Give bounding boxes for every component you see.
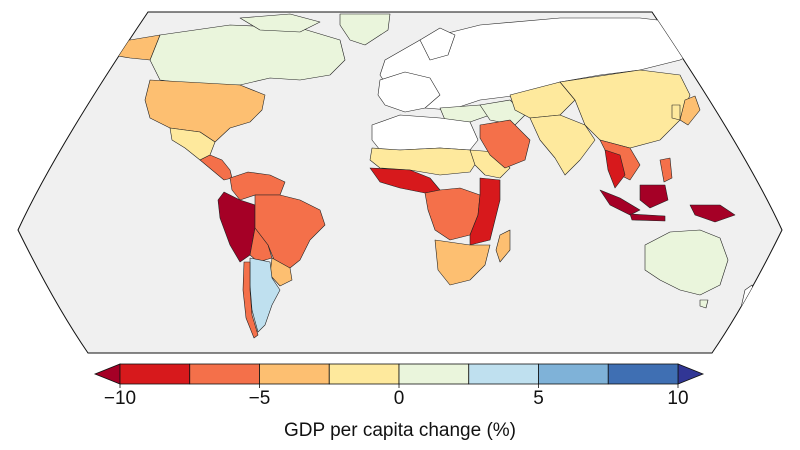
region-indonesia-borneo [639, 184, 669, 209]
region-canada-islands [239, 13, 321, 33]
region-usa [144, 79, 266, 143]
region-east-africa [469, 177, 501, 246]
colorbar [93, 363, 705, 388]
region-tasmania [699, 299, 709, 309]
region-argentina [249, 257, 281, 333]
region-myanmar-thailand [604, 149, 626, 189]
colorbar-tick-label: 5 [533, 388, 544, 409]
colorbar-title: GDP per capita change (%) [284, 420, 516, 441]
region-europe-west [377, 71, 441, 113]
region-korea [671, 104, 681, 121]
region-japan [679, 95, 701, 126]
region-greenland [339, 13, 391, 46]
region-indonesia-sumatra [599, 189, 641, 216]
colorbar-bin [538, 363, 609, 385]
colorbar-bin [328, 363, 400, 385]
colorbar-tick-label: −10 [103, 388, 137, 409]
colorbar-bin [119, 363, 191, 385]
region-central-america [199, 154, 233, 181]
region-south-asia [529, 114, 596, 176]
colorbar-tick-label: 0 [393, 388, 405, 409]
colorbar-bin [259, 363, 330, 385]
region-bolivia [249, 227, 273, 263]
region-indonesia-java [629, 213, 666, 222]
region-new-guinea [689, 204, 736, 223]
region-turkey [439, 104, 491, 123]
region-ecuador-peru [217, 191, 256, 263]
colorbar-bin [398, 363, 470, 385]
region-china-mongolia [559, 69, 691, 149]
region-southern-africa [434, 239, 491, 286]
region-sahel [369, 147, 479, 176]
region-canada [149, 24, 346, 86]
colorbar-bin [468, 363, 539, 385]
colorbar-tick-label: 10 [667, 388, 689, 409]
colorbar-over-arrow [677, 363, 705, 385]
region-australia [644, 229, 729, 296]
region-chile [242, 261, 259, 339]
colorbar-bin [607, 363, 679, 385]
region-arabian-peninsula [479, 119, 531, 169]
colorbar-bin [189, 363, 260, 385]
region-madagascar [495, 229, 511, 263]
colorbar-under-arrow [93, 363, 121, 385]
region-scandinavia [419, 27, 456, 61]
colorbar-tick-label: −5 [248, 388, 271, 409]
region-philippines [659, 157, 673, 183]
